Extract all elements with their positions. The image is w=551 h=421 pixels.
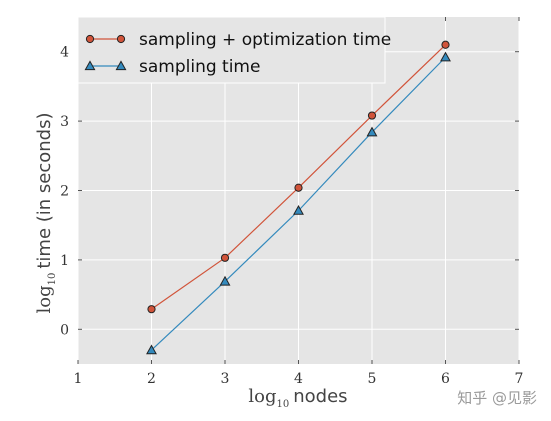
data-point xyxy=(294,183,303,192)
x-tick-label: 4 xyxy=(294,371,303,387)
data-point xyxy=(219,275,231,286)
data-point xyxy=(146,344,157,355)
y-tick-label: 1 xyxy=(60,253,69,269)
legend-label: sampling time xyxy=(139,57,260,77)
y-axis-label: log10 time (in seconds) xyxy=(34,113,58,314)
data-point xyxy=(293,204,304,215)
x-axis-label-text: nodes xyxy=(293,386,347,407)
legend-item: sampling time xyxy=(84,57,260,77)
data-point xyxy=(440,51,451,62)
series-1 xyxy=(147,40,450,314)
y-tick-label: 0 xyxy=(60,322,69,338)
series-2 xyxy=(146,51,451,355)
legend-marker xyxy=(85,34,95,44)
data-point xyxy=(366,126,378,137)
x-tick-label: 6 xyxy=(441,371,450,387)
x-tick-label: 2 xyxy=(147,371,156,387)
legend-marker xyxy=(84,60,96,71)
data-point xyxy=(367,111,377,120)
axis-ticks: 1 2 3 4 5 6 7 0 1 2 3 4 xyxy=(60,17,523,387)
data-point xyxy=(441,40,450,49)
data-point xyxy=(147,305,156,314)
y-tick-label: 4 xyxy=(60,45,69,61)
y-axis-label-sub: 10 xyxy=(47,273,58,286)
x-axis-label-log: log xyxy=(248,386,276,407)
x-axis-label-sub: 10 xyxy=(277,399,290,410)
legend-box xyxy=(77,16,386,84)
series-group xyxy=(146,40,451,355)
watermark-text: 知乎 @见影 xyxy=(457,389,537,407)
legend-marker xyxy=(116,34,126,44)
y-tick-label: 3 xyxy=(60,114,69,130)
x-tick-label: 5 xyxy=(368,371,377,387)
x-axis-label: log10 nodes xyxy=(248,386,347,410)
legend-label: sampling + optimization time xyxy=(139,30,391,50)
data-point xyxy=(220,253,230,262)
y-axis-label-log: log xyxy=(34,285,55,313)
legend: sampling + optimization time sampling tim… xyxy=(77,16,391,84)
x-tick-label: 3 xyxy=(221,371,230,387)
y-tick-label: 2 xyxy=(60,184,69,200)
x-tick-label: 7 xyxy=(515,371,524,387)
y-axis-label-text: time (in seconds) xyxy=(34,113,55,269)
legend-item: sampling + optimization time xyxy=(85,30,391,50)
x-tick-label: 1 xyxy=(74,371,83,387)
legend-marker xyxy=(115,60,127,71)
